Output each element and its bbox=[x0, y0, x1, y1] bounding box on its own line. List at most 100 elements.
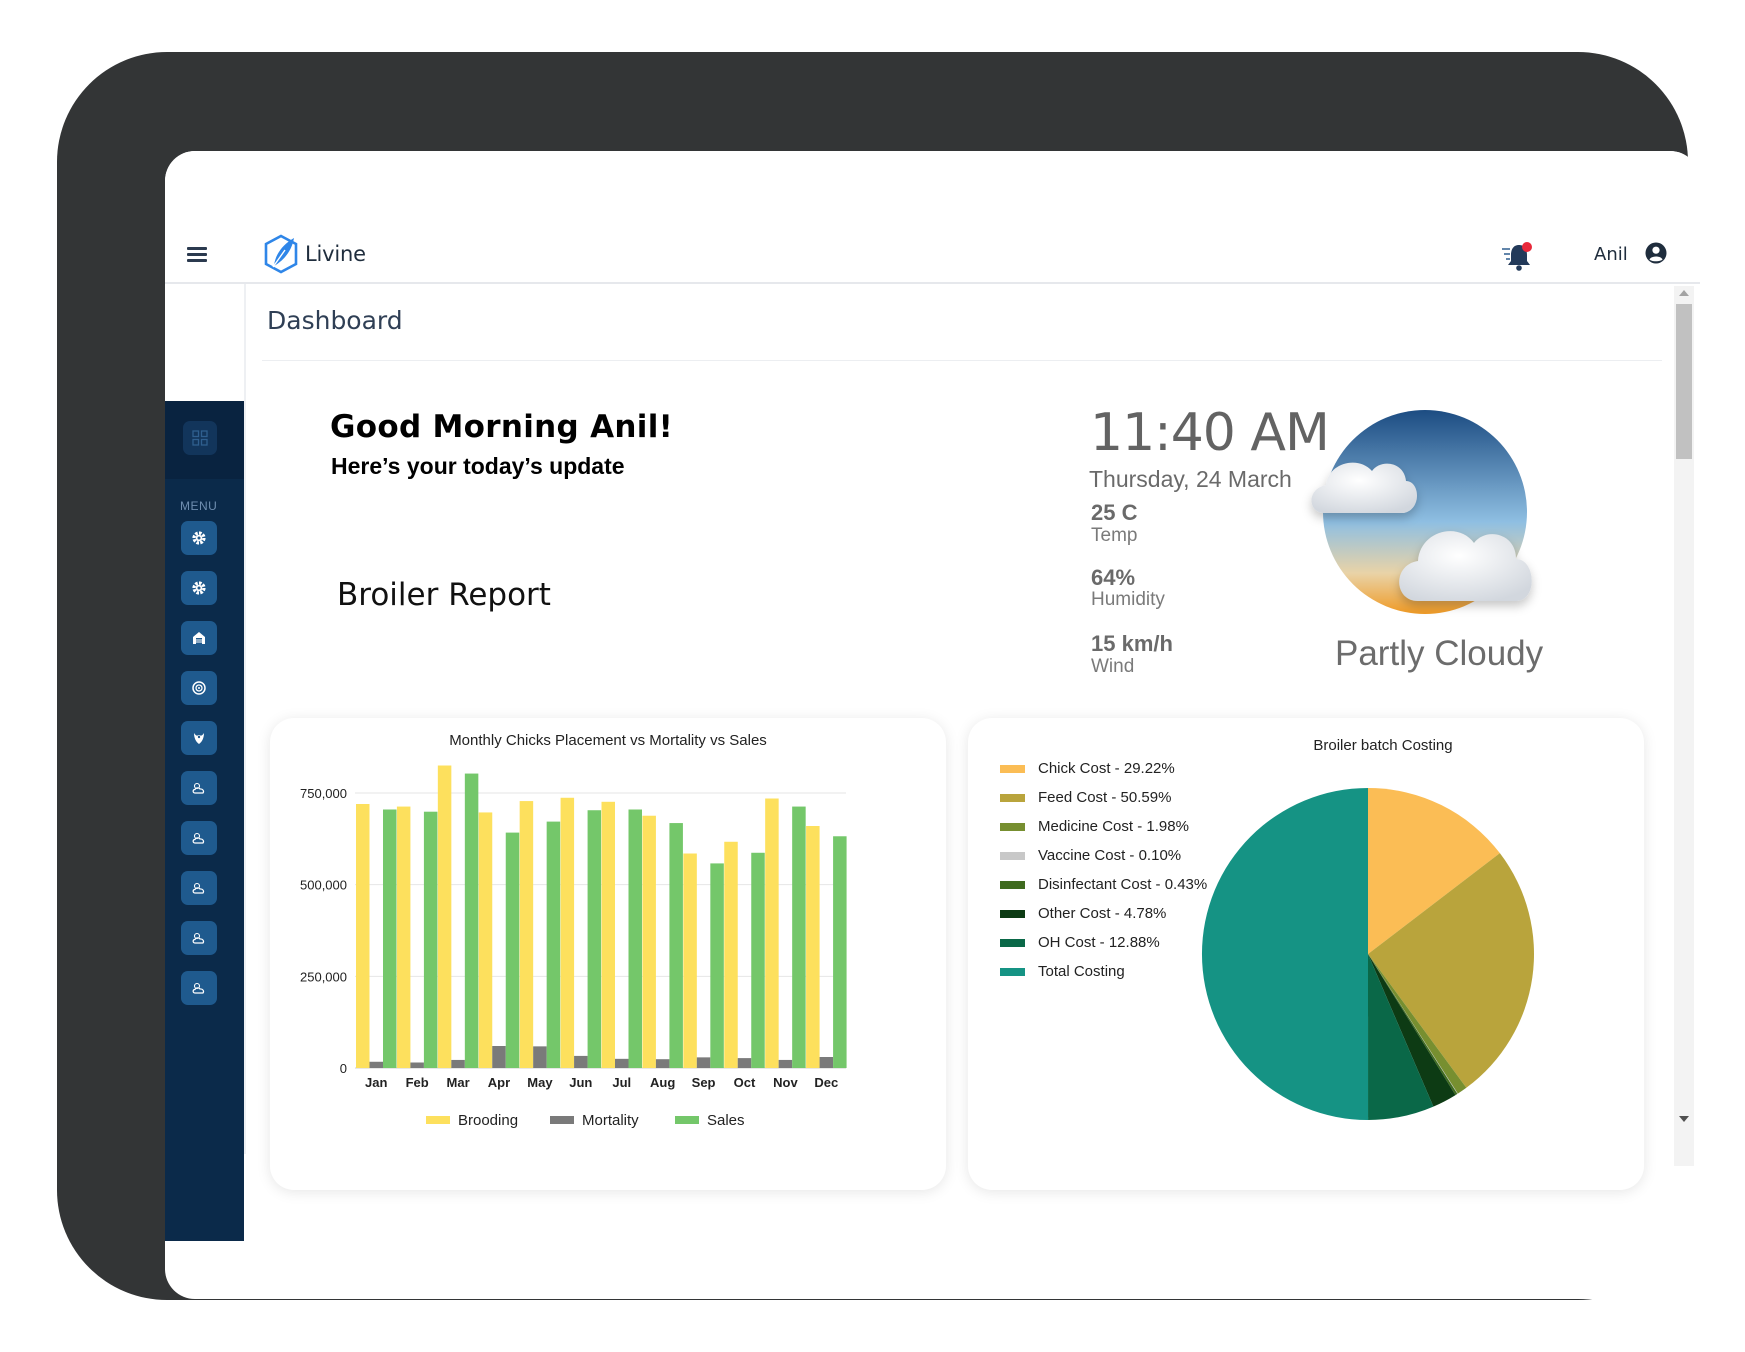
bar-mortality-feb[interactable] bbox=[410, 1062, 424, 1069]
sidebar-item-settings-2[interactable] bbox=[181, 571, 217, 605]
pie-legend-item[interactable]: Feed Cost - 50.59% bbox=[1000, 789, 1171, 806]
bar-brooding-jun[interactable] bbox=[560, 797, 575, 1068]
bar-mortality-nov[interactable] bbox=[778, 1059, 793, 1068]
bar-mortality-jun[interactable] bbox=[574, 1055, 588, 1068]
bar-sales-jul[interactable] bbox=[628, 809, 643, 1069]
legend-label: Mortality bbox=[582, 1112, 639, 1129]
bar-brooding-may[interactable] bbox=[519, 801, 534, 1068]
bar-sales-sep[interactable] bbox=[710, 863, 724, 1068]
user-account-icon[interactable] bbox=[1645, 242, 1667, 264]
bar-brooding-aug[interactable] bbox=[642, 815, 656, 1068]
sidebar: MENU bbox=[165, 401, 244, 1241]
title-divider bbox=[262, 360, 1662, 361]
pie-slice[interactable] bbox=[1368, 954, 1467, 1094]
legend-swatch bbox=[1000, 793, 1025, 802]
scroll-thumb[interactable] bbox=[1676, 304, 1692, 459]
partly-cloudy-weather-icon bbox=[1311, 410, 1532, 614]
pie-legend-item[interactable]: Total Costing bbox=[1000, 963, 1125, 980]
legend-swatch bbox=[1000, 764, 1025, 773]
bar-brooding-mar[interactable] bbox=[437, 765, 452, 1069]
legend-label: Vaccine Cost - 0.10% bbox=[1038, 847, 1182, 864]
bar-mortality-aug[interactable] bbox=[655, 1059, 670, 1068]
legend-swatch bbox=[1000, 880, 1025, 889]
pie-slice[interactable] bbox=[1368, 954, 1458, 1096]
bar-mortality-jul[interactable] bbox=[615, 1058, 629, 1068]
x-tick-label: Jun bbox=[569, 1075, 592, 1090]
pie-chart bbox=[1201, 788, 1534, 1120]
bar-mortality-mar[interactable] bbox=[451, 1059, 465, 1068]
pie-slice[interactable] bbox=[1368, 853, 1534, 1088]
bar-brooding-nov[interactable] bbox=[765, 798, 779, 1069]
hamburger-menu-icon[interactable] bbox=[187, 247, 209, 263]
bar-sales-oct[interactable] bbox=[751, 852, 765, 1068]
legend-swatch bbox=[675, 1116, 699, 1124]
pie-slice[interactable] bbox=[1201, 788, 1369, 1120]
pie-slice[interactable] bbox=[1368, 788, 1500, 954]
sidebar-header bbox=[165, 401, 244, 479]
vertical-scrollbar[interactable] bbox=[1674, 286, 1694, 1166]
bar-sales-jan[interactable] bbox=[383, 809, 397, 1069]
legend-label: Other Cost - 4.78% bbox=[1038, 905, 1167, 922]
legend-label: Brooding bbox=[458, 1112, 518, 1129]
dashboard-grid-icon[interactable] bbox=[183, 421, 217, 455]
pie-chart-card: Broiler batch Costing Chick Cost - 29.22… bbox=[968, 718, 1644, 1190]
pie-legend-item[interactable]: Disinfectant Cost - 0.43% bbox=[1000, 876, 1207, 893]
brand-logo[interactable]: Livine bbox=[261, 233, 366, 275]
legend-swatch bbox=[550, 1116, 574, 1124]
y-tick-label: 750,000 bbox=[300, 786, 347, 801]
pie-slice[interactable] bbox=[1368, 954, 1434, 1120]
x-tick-label: Dec bbox=[814, 1075, 838, 1090]
bar-sales-dec[interactable] bbox=[833, 836, 847, 1068]
sidebar-item-weather-1[interactable] bbox=[181, 771, 217, 805]
sidebar-item-weather-4[interactable] bbox=[181, 921, 217, 955]
scroll-down-arrow-icon[interactable] bbox=[1679, 1116, 1689, 1122]
cloud-sun-icon bbox=[192, 982, 205, 994]
pie-legend-item[interactable]: OH Cost - 12.88% bbox=[1000, 934, 1160, 951]
legend-label: Feed Cost - 50.59% bbox=[1038, 789, 1172, 806]
pie-legend-item[interactable]: Medicine Cost - 1.98% bbox=[1000, 818, 1189, 835]
bar-mortality-oct[interactable] bbox=[737, 1058, 752, 1068]
gear-icon bbox=[192, 531, 206, 545]
scroll-up-arrow-icon[interactable] bbox=[1679, 290, 1689, 296]
bar-mortality-jan[interactable] bbox=[369, 1061, 384, 1068]
bar-brooding-feb[interactable] bbox=[396, 806, 411, 1068]
bar-brooding-sep[interactable] bbox=[683, 853, 697, 1069]
bar-mortality-may[interactable] bbox=[533, 1046, 547, 1068]
user-name[interactable]: Anil bbox=[1594, 244, 1628, 265]
sidebar-item-settings-1[interactable] bbox=[181, 521, 217, 555]
bar-mortality-apr[interactable] bbox=[492, 1046, 506, 1068]
bar-brooding-jan[interactable] bbox=[356, 804, 370, 1068]
sidebar-item-farm[interactable] bbox=[181, 621, 217, 655]
bar-brooding-jul[interactable] bbox=[601, 801, 616, 1068]
pie-chart-title: Broiler batch Costing bbox=[1313, 737, 1453, 754]
wind-label: Wind bbox=[1091, 656, 1135, 677]
sidebar-item-feed[interactable] bbox=[181, 671, 217, 705]
pie-legend-item[interactable]: Chick Cost - 29.22% bbox=[1000, 760, 1175, 777]
sidebar-item-weather-3[interactable] bbox=[181, 871, 217, 905]
bar-sales-jun[interactable] bbox=[587, 810, 602, 1068]
sidebar-item-weather-2[interactable] bbox=[181, 821, 217, 855]
sidebar-item-weather-5[interactable] bbox=[181, 971, 217, 1005]
tablet-frame: Livine Anil MENU bbox=[57, 52, 1700, 1300]
bar-mortality-dec[interactable] bbox=[819, 1057, 834, 1068]
notification-bell-icon[interactable] bbox=[1500, 240, 1538, 272]
sidebar-item-birds[interactable] bbox=[181, 721, 217, 755]
bar-sales-nov[interactable] bbox=[792, 806, 806, 1068]
bar-sales-mar[interactable] bbox=[464, 773, 479, 1068]
bar-sales-may[interactable] bbox=[546, 821, 561, 1068]
greeting-subtitle: Here’s your today’s update bbox=[331, 453, 625, 479]
bar-mortality-sep[interactable] bbox=[696, 1057, 711, 1068]
cloud-sun-icon bbox=[192, 782, 205, 794]
pie-slice[interactable] bbox=[1368, 954, 1456, 1107]
y-tick-label: 250,000 bbox=[300, 969, 347, 984]
bar-sales-feb[interactable] bbox=[423, 811, 438, 1068]
bar-brooding-oct[interactable] bbox=[724, 841, 738, 1068]
pie-legend-item[interactable]: Other Cost - 4.78% bbox=[1000, 905, 1166, 922]
bar-sales-aug[interactable] bbox=[669, 823, 683, 1068]
pie-slice[interactable] bbox=[1368, 954, 1458, 1094]
pie-legend-item[interactable]: Vaccine Cost - 0.10% bbox=[1000, 847, 1181, 864]
bar-brooding-dec[interactable] bbox=[806, 826, 820, 1068]
bar-brooding-apr[interactable] bbox=[478, 812, 493, 1068]
bar-sales-apr[interactable] bbox=[505, 832, 520, 1068]
cloud-sun-icon bbox=[192, 882, 205, 894]
